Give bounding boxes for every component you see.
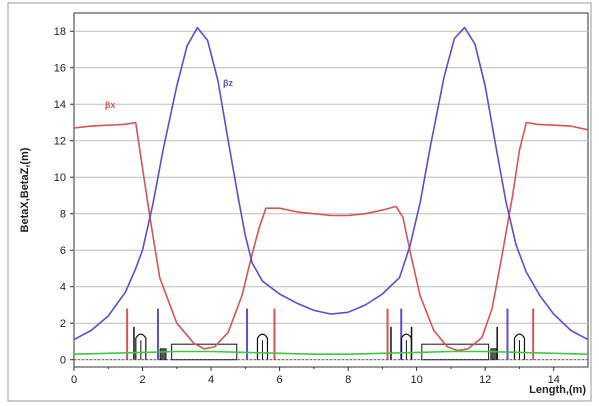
x-axis-title: Length,(m) xyxy=(529,384,586,396)
cavity-marker xyxy=(135,333,147,360)
x-tick-label: 8 xyxy=(345,374,351,386)
series-label: βx xyxy=(105,100,116,110)
series-labels: βx βz xyxy=(105,78,234,110)
corrector-marker xyxy=(159,348,167,361)
plot-area xyxy=(73,12,589,368)
x-tick-label: 6 xyxy=(277,374,283,386)
y-tick-label: 14 xyxy=(54,99,66,111)
y-tick-label: 18 xyxy=(54,26,66,38)
series-line xyxy=(73,121,589,352)
series-label: βz xyxy=(223,78,233,88)
series-line xyxy=(73,26,589,341)
y-tick-label: 4 xyxy=(60,282,66,294)
cavity-marker xyxy=(513,333,526,360)
x-tick-label: 14 xyxy=(548,374,560,386)
y-tick-label: 6 xyxy=(60,245,66,257)
y-axis-title: BetaX,BetaZ,(m) xyxy=(19,147,31,232)
cavity-marker xyxy=(400,333,412,360)
x-tick-label: 2 xyxy=(139,374,145,386)
x-tick-label: 10 xyxy=(411,374,423,386)
x-tick-label: 12 xyxy=(479,374,491,386)
series-line xyxy=(73,350,589,356)
y-tick-label: 0 xyxy=(60,355,66,367)
y-tick-label: 2 xyxy=(60,318,66,330)
series-lines xyxy=(73,26,589,356)
axis-ticks: 0 2 4 6 8 10 12 14 16 18 0 2 4 6 8 10 12 14 xyxy=(54,26,560,386)
y-tick-label: 16 xyxy=(54,63,66,75)
y-tick-label: 8 xyxy=(60,209,66,221)
corrector-marker xyxy=(490,348,498,361)
y-tick-label: 10 xyxy=(54,172,66,184)
x-tick-label: 0 xyxy=(71,374,77,386)
x-tick-label: 4 xyxy=(208,374,214,386)
y-tick-label: 12 xyxy=(54,136,66,148)
cavity-marker xyxy=(256,333,269,360)
